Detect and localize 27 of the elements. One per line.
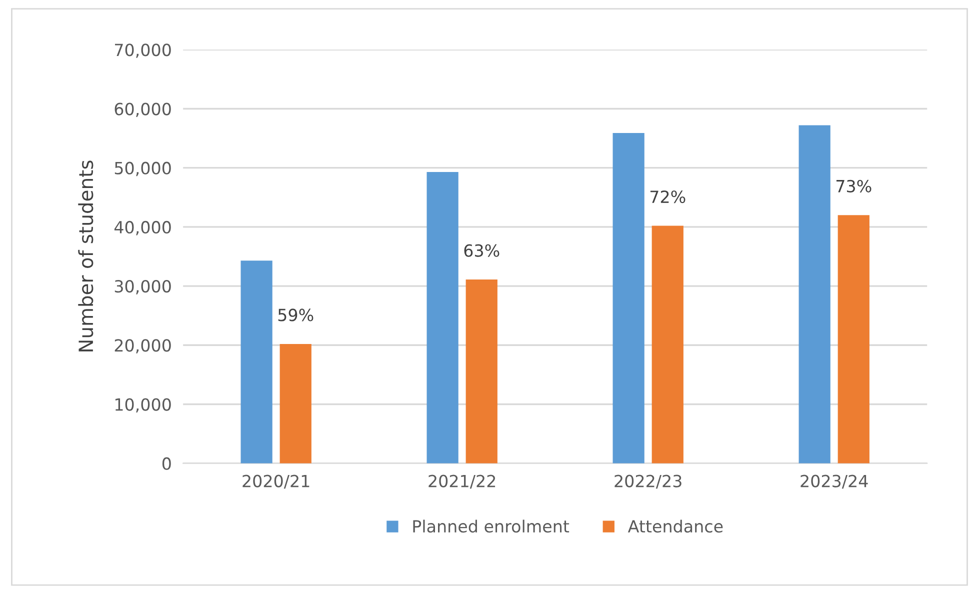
bar (466, 280, 498, 464)
annotation: 73% (836, 180, 872, 192)
y-tick-label: 40,000 (114, 220, 171, 236)
y-tick-label: 60,000 (114, 102, 171, 118)
y-tick-label: 0 (162, 457, 171, 470)
bar (612, 132, 644, 464)
y-tick-label: 20,000 (114, 339, 171, 354)
y-tick-label: 30,000 (114, 280, 171, 294)
annotation: 59% (278, 308, 314, 322)
y-tick-label: 10,000 (115, 398, 171, 413)
bar (798, 125, 830, 464)
x-tick-label: 2022/23 (614, 474, 682, 489)
x-tick-label: 2020/21 (242, 474, 310, 489)
bar (652, 226, 684, 464)
annotation: 63% (464, 244, 500, 257)
y-axis-title: Number of students (78, 160, 94, 352)
annotation: 72% (650, 190, 686, 204)
x-tick-label: 2021/22 (428, 474, 496, 489)
bar (240, 260, 272, 464)
y-tick-label: 70,000 (115, 44, 171, 58)
bar (280, 344, 312, 464)
y-tick-label: 50,000 (114, 162, 171, 176)
bar (426, 172, 458, 464)
legend-label: Attendance (628, 520, 723, 533)
legend-label: Planned enrolment (413, 520, 570, 533)
bar (838, 215, 870, 464)
x-tick-label: 2023/24 (800, 474, 868, 489)
